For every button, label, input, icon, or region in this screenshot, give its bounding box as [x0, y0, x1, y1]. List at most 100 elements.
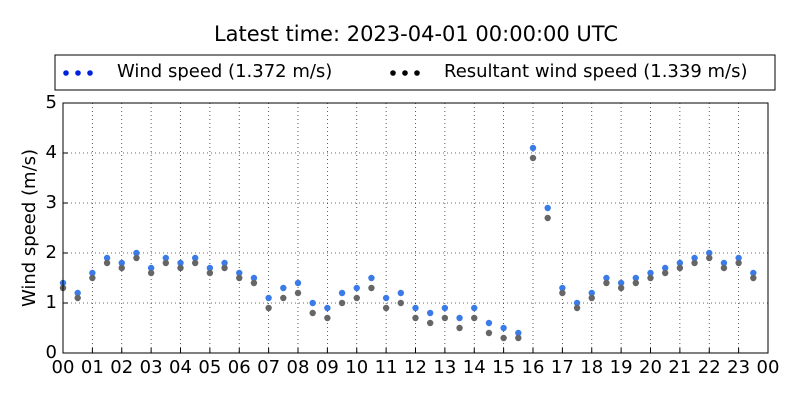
data-point	[265, 294, 272, 302]
x-tick-label: 01	[81, 357, 104, 378]
data-point	[236, 274, 243, 282]
data-point	[162, 259, 170, 267]
data-point	[559, 284, 566, 292]
data-point	[735, 254, 742, 262]
data-point	[603, 274, 610, 282]
data-point	[471, 304, 478, 312]
data-point	[412, 304, 419, 312]
y-tick-label: 2	[46, 242, 57, 263]
data-point	[426, 309, 434, 317]
x-tick-label: 02	[110, 357, 133, 378]
data-point	[544, 204, 551, 212]
data-point	[588, 294, 595, 302]
x-tick-label: 00	[757, 357, 780, 378]
data-point	[162, 254, 170, 262]
data-point	[221, 259, 228, 267]
data-point	[691, 254, 698, 262]
y-tick-label: 1	[46, 292, 57, 313]
y-tick-label: 3	[46, 192, 57, 213]
data-point	[617, 279, 625, 287]
data-point	[588, 289, 595, 297]
data-point	[221, 264, 228, 272]
data-point	[368, 284, 375, 292]
data-point	[676, 259, 684, 267]
x-tick-label: 14	[463, 357, 486, 378]
plot-frame	[62, 102, 769, 354]
x-tick-label: 13	[433, 357, 456, 378]
legend-marker	[87, 70, 93, 76]
data-point	[500, 334, 507, 342]
data-point	[147, 269, 155, 277]
chart-title: Latest time: 2023-04-01 00:00:00 UTC	[214, 22, 618, 46]
data-point	[191, 254, 199, 262]
data-point	[603, 279, 610, 287]
y-tick-label: 4	[46, 142, 57, 163]
data-point	[338, 299, 346, 307]
data-point	[265, 304, 272, 312]
data-point	[529, 144, 537, 152]
data-point	[309, 299, 316, 307]
data-point	[236, 269, 243, 277]
x-tick-label: 15	[492, 357, 515, 378]
data-point	[324, 304, 331, 312]
x-tick-label: 21	[668, 357, 691, 378]
data-point	[500, 324, 507, 332]
data-point	[118, 259, 125, 267]
y-tick-label: 0	[46, 342, 57, 363]
data-point	[294, 289, 302, 297]
data-point	[661, 264, 669, 272]
data-point	[309, 309, 316, 317]
data-point	[397, 299, 405, 307]
data-point	[441, 304, 449, 312]
legend-marker	[414, 70, 420, 76]
data-point	[750, 269, 757, 277]
data-point	[632, 279, 640, 287]
x-tick-label: 23	[727, 357, 750, 378]
legend-marker	[63, 70, 69, 76]
x-tick-label: 00	[52, 357, 75, 378]
data-point	[74, 294, 81, 302]
data-point	[397, 289, 405, 297]
data-point	[382, 294, 390, 302]
data-point	[324, 314, 331, 322]
data-point	[456, 314, 463, 322]
legend-marker	[75, 70, 81, 76]
legend-marker	[402, 70, 408, 76]
data-point	[750, 274, 757, 282]
y-axis-label: Wind speed (m/s)	[19, 149, 40, 307]
legend-label: Resultant wind speed (1.339 m/s)	[444, 61, 748, 82]
data-point	[485, 319, 493, 327]
data-point	[382, 304, 390, 312]
data-point	[294, 279, 302, 287]
data-point	[720, 259, 728, 267]
data-point	[515, 329, 522, 337]
data-point	[89, 274, 96, 282]
x-tick-label: 17	[551, 357, 574, 378]
data-point	[206, 269, 214, 277]
x-tick-label: 22	[698, 357, 721, 378]
data-point	[691, 259, 698, 267]
data-point	[280, 294, 287, 302]
x-tick-label: 16	[522, 357, 545, 378]
data-point	[573, 299, 581, 307]
data-point	[676, 264, 684, 272]
data-point	[103, 259, 111, 267]
data-point	[485, 329, 493, 337]
data-point	[412, 314, 419, 322]
data-point	[456, 324, 463, 332]
x-tick-label: 07	[257, 357, 280, 378]
data-point	[89, 269, 96, 277]
data-point	[426, 319, 434, 327]
data-point	[661, 269, 669, 277]
data-point	[441, 314, 449, 322]
x-tick-label: 06	[228, 357, 251, 378]
data-point	[118, 264, 125, 272]
y-tick-label: 5	[46, 92, 57, 113]
x-tick-label: 18	[580, 357, 603, 378]
x-tick-label: 09	[316, 357, 339, 378]
legend-label: Wind speed (1.372 m/s)	[117, 61, 332, 82]
data-point	[647, 269, 654, 277]
data-point	[706, 254, 713, 262]
x-tick-label: 08	[287, 357, 310, 378]
x-tick-label: 19	[610, 357, 633, 378]
